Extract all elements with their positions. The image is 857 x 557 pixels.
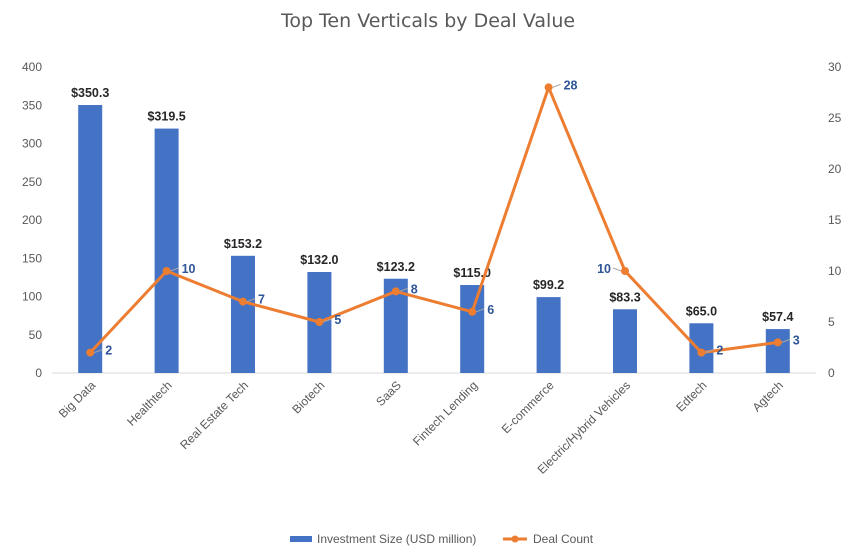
left-axis-tick-label: 100 — [22, 290, 42, 304]
line-point — [544, 83, 553, 92]
line-point — [697, 348, 706, 357]
x-tick-label: Big Data — [56, 378, 99, 421]
line-label-leader — [476, 308, 485, 313]
line-point — [162, 267, 171, 275]
line-data-label: 5 — [334, 313, 341, 327]
bar — [536, 297, 561, 373]
right-axis-tick-label: 25 — [828, 111, 842, 125]
line-label-leader — [705, 349, 714, 354]
line-label-leader — [552, 83, 561, 88]
bar — [231, 255, 255, 373]
bar-data-label: $57.4 — [762, 310, 793, 324]
deal-count-line — [89, 85, 778, 355]
line-data-label: 10 — [182, 262, 196, 276]
bar-data-label: $132.0 — [300, 253, 338, 267]
legend-bar-swatch — [290, 536, 312, 542]
bar-data-label: $350.3 — [71, 86, 109, 100]
right-axis-tick-label: 20 — [828, 162, 842, 176]
left-axis-tick-label: 300 — [22, 137, 42, 151]
line-point — [773, 338, 782, 347]
line-label-leader — [612, 267, 622, 272]
line-point — [239, 297, 247, 306]
left-axis-tick-label: 250 — [22, 175, 42, 189]
bar — [613, 309, 637, 373]
line-label-leader — [781, 338, 790, 343]
line-label-leader — [399, 287, 408, 292]
x-tick-label: Agtech — [750, 378, 786, 414]
left-axis-tick-label: 0 — [35, 366, 42, 380]
left-axis-tick-label: 50 — [29, 328, 43, 342]
line-point — [315, 318, 324, 326]
x-tick-label: E-commerce — [499, 378, 557, 436]
x-tick-label: Real Estate Tech — [177, 378, 251, 452]
line-label-leader — [94, 349, 103, 354]
x-tick-labels: Big Data Healthtech Real Estate Tech Biotec… — [56, 378, 786, 477]
right-axis-tick-label: 0 — [828, 366, 835, 380]
bar-data-label: $99.2 — [533, 278, 564, 292]
left-axis-tick-label: 200 — [22, 213, 42, 227]
legend-line-marker — [511, 535, 519, 543]
line-data-label: 28 — [564, 78, 578, 92]
left-axis-tick-label: 400 — [22, 60, 42, 74]
bar-data-label: $319.5 — [147, 110, 185, 124]
x-tick-label: SaaS — [373, 378, 404, 409]
line-label-leader — [170, 267, 179, 272]
bar-data-label: $65.0 — [686, 304, 717, 318]
left-axis-tick-label: 350 — [22, 98, 42, 112]
left-axis: 0 50 100 150 200 250 300 350 400 — [22, 60, 42, 380]
line-data-label: 10 — [597, 262, 611, 276]
legend: Investment Size (USD million) Deal Count — [290, 532, 594, 546]
bar-data-label: $123.2 — [377, 260, 415, 274]
bar-data-label: $115.0 — [453, 266, 491, 280]
chart-title: Top Ten Verticals by Deal Value — [280, 10, 575, 32]
x-tick-label: Healthtech — [124, 378, 174, 428]
right-axis-tick-label: 15 — [828, 213, 842, 227]
line-data-label: 7 — [258, 293, 265, 307]
line-point — [621, 267, 629, 275]
bar-data-label: $83.3 — [609, 290, 640, 304]
legend-line-label: Deal Count — [533, 532, 594, 546]
bar — [78, 105, 103, 373]
bar-series — [78, 105, 790, 373]
left-axis-tick-label: 150 — [22, 251, 42, 265]
line-point — [391, 287, 400, 296]
x-tick-label: Biotech — [289, 378, 327, 416]
line-point — [468, 307, 477, 316]
right-axis-tick-label: 30 — [828, 60, 842, 74]
line-label-leader — [323, 318, 332, 323]
bar — [689, 323, 714, 373]
line-data-label: 2 — [716, 344, 723, 358]
line-labels: 2 10 7 5 8 6 28 10 2 3 — [94, 78, 800, 358]
right-axis-tick-label: 10 — [828, 264, 842, 278]
x-tick-label: Edtech — [673, 378, 709, 414]
line-label-leader — [246, 298, 256, 303]
line-data-label: 8 — [411, 282, 418, 296]
right-axis-tick-label: 5 — [828, 315, 835, 329]
line-series — [86, 83, 782, 357]
bar — [460, 285, 485, 373]
line-data-label: 6 — [487, 303, 494, 317]
line-data-label: 3 — [793, 333, 800, 347]
line-point — [86, 348, 95, 357]
bar — [765, 329, 790, 373]
bar-data-label: $153.2 — [224, 237, 262, 251]
bar-labels: $350.3 $319.5 $153.2 $132.0 $123.2 $115.0 $99.… — [71, 86, 793, 324]
right-axis: 0 5 10 15 20 25 30 — [828, 60, 842, 380]
legend-bar-label: Investment Size (USD million) — [317, 532, 476, 546]
x-tick-label: Fintech Lending — [410, 378, 480, 448]
bar — [154, 128, 179, 373]
line-data-label: 2 — [105, 344, 112, 358]
